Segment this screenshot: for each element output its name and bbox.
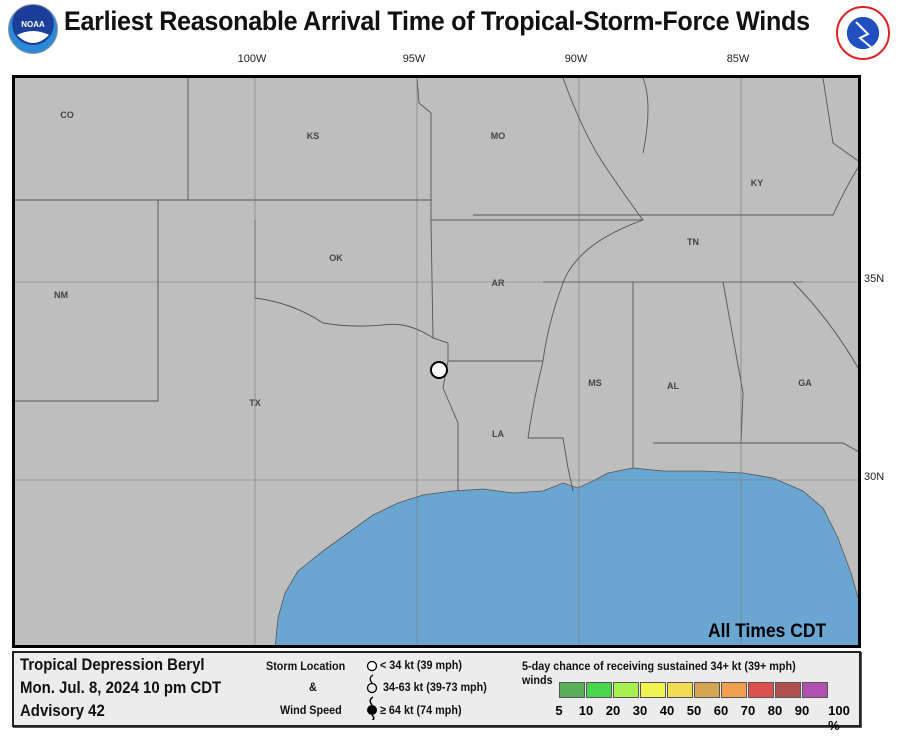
probability-swatch <box>559 682 585 698</box>
gulf-of-mexico <box>274 467 858 645</box>
svg-text:NOAA: NOAA <box>21 20 45 29</box>
state-label-tn: TN <box>687 237 699 247</box>
probability-label: 100 % <box>828 703 850 733</box>
probability-label: 40 <box>659 703 675 718</box>
state-label-ky: KY <box>751 178 764 188</box>
probability-swatch <box>775 682 801 698</box>
nws-logo <box>836 6 890 60</box>
state-label-ms: MS <box>588 378 602 388</box>
probability-label: 20 <box>605 703 621 718</box>
probability-label: 10 <box>578 703 594 718</box>
probability-label: 70 <box>740 703 756 718</box>
state-label-nm: NM <box>54 290 68 300</box>
timezone-note: All Times CDT <box>708 621 827 642</box>
legend: Tropical Depression Beryl Mon. Jul. 8, 2… <box>12 651 861 733</box>
state-label-al: AL <box>667 381 679 391</box>
probability-label: 60 <box>713 703 729 718</box>
probability-label: 50 <box>686 703 702 718</box>
state-label-ok: OK <box>329 253 343 263</box>
lat-label-35n: 35N <box>864 273 885 285</box>
probability-swatch <box>721 682 747 698</box>
state-label-la: LA <box>492 429 504 439</box>
state-label-ga: GA <box>798 378 812 388</box>
probability-swatch <box>802 682 828 698</box>
advisory-number: Advisory 42 <box>20 701 105 720</box>
probability-swatch <box>640 682 666 698</box>
lon-label-95w: 95W <box>402 53 426 65</box>
storm-location-label: Storm Location <box>266 659 346 673</box>
state-label-co: CO <box>60 110 74 120</box>
state-label-mo: MO <box>491 131 506 141</box>
probability-swatch <box>748 682 774 698</box>
hurricane-icon <box>367 696 377 720</box>
storm-name: Tropical Depression Beryl <box>20 655 205 674</box>
graticule <box>15 78 858 645</box>
probability-label: 80 <box>767 703 783 718</box>
probability-label: 30 <box>632 703 648 718</box>
probability-swatch <box>694 682 720 698</box>
lon-label-90w: 90W <box>564 53 588 65</box>
below-34kt-icon <box>366 660 378 672</box>
probability-label: 5 <box>555 703 563 718</box>
storm-location-marker[interactable] <box>430 361 448 379</box>
state-label-tx: TX <box>249 398 261 408</box>
amp-label: & <box>309 680 317 694</box>
probability-swatch <box>613 682 639 698</box>
noaa-logo: NOAA <box>8 4 58 54</box>
probability-label: 90 <box>794 703 810 718</box>
lon-label-85w: 85W <box>726 53 750 65</box>
wind-speed-label: Wind Speed <box>280 703 342 717</box>
key-below-34kt: < 34 kt (39 mph) <box>380 658 462 672</box>
key-34-63kt: 34-63 kt (39-73 mph) <box>383 680 487 694</box>
probability-swatch <box>667 682 693 698</box>
state-label-ar: AR <box>492 278 505 288</box>
probability-swatch <box>586 682 612 698</box>
lat-label-30n: 30N <box>864 471 885 483</box>
state-label-ks: KS <box>307 131 320 141</box>
tropical-storm-icon <box>366 674 378 694</box>
advisory-datetime: Mon. Jul. 8, 2024 10 pm CDT <box>20 678 222 697</box>
lon-label-100w: 100W <box>237 53 267 65</box>
map[interactable]: CO KS MO KY TN NM OK AR TX MS AL GA LA <box>12 75 861 648</box>
probability-title: 5-day chance of receiving sustained 34+ … <box>522 659 796 687</box>
page-title: Earliest Reasonable Arrival Time of Trop… <box>64 6 810 36</box>
key-64kt: ≥ 64 kt (74 mph) <box>380 703 462 717</box>
